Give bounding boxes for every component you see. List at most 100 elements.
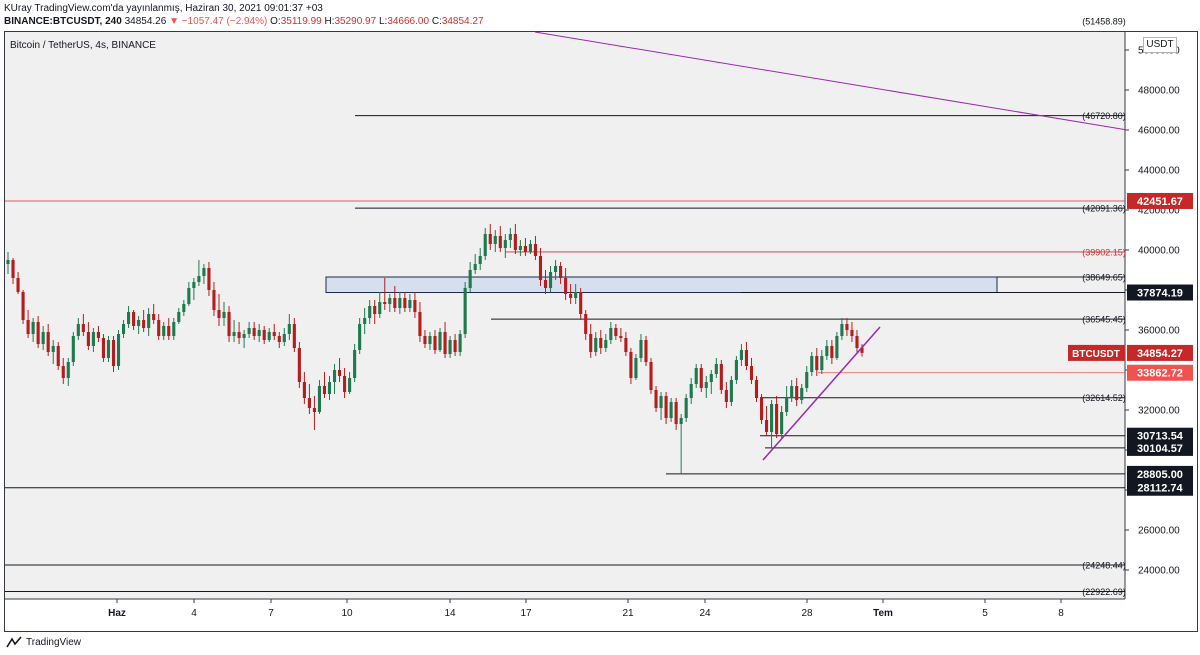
- price-badge-label: 42451.67: [1137, 196, 1183, 208]
- price-change: ▼ −1057.47 (−2.94%): [169, 16, 268, 27]
- y-tick-label: 26000.00: [1138, 526, 1180, 537]
- open-value: 35119.99: [280, 16, 322, 27]
- candle-body: [709, 374, 713, 382]
- price-badge: [1127, 427, 1193, 444]
- candle-body: [830, 346, 834, 358]
- candle-body: [764, 420, 769, 432]
- candle-body: [704, 382, 708, 388]
- candle-body: [378, 302, 382, 314]
- level-label: (32614.52): [1082, 393, 1126, 403]
- y-tick-label: 24000.00: [1138, 566, 1180, 577]
- level-label: (42091.36): [1082, 204, 1126, 214]
- candle-body: [820, 356, 824, 370]
- candle-body: [403, 298, 407, 308]
- candle-body: [6, 260, 10, 264]
- candle-body: [282, 334, 286, 342]
- candle-body: [458, 334, 462, 352]
- candle-body: [292, 324, 296, 348]
- low-value: 34666.00: [387, 16, 430, 27]
- y-tick-label: 42000.00: [1138, 206, 1180, 217]
- plot-area: [5, 32, 1125, 599]
- price-badge: [1127, 344, 1193, 361]
- supply-zone: [325, 276, 998, 294]
- price-badge: [1127, 479, 1193, 496]
- candle-body: [162, 326, 166, 336]
- candle-body: [31, 322, 35, 334]
- candle-body: [614, 328, 618, 336]
- candle-body: [46, 332, 50, 352]
- candle-body: [559, 266, 563, 278]
- price-badge-label: 28112.74: [1137, 483, 1183, 495]
- candle-body: [498, 236, 502, 248]
- candle-body: [855, 336, 859, 348]
- candle-body: [473, 264, 477, 270]
- candle-body: [96, 332, 100, 338]
- candle-body: [699, 368, 703, 388]
- candle-body: [634, 358, 638, 378]
- candle-body: [840, 324, 844, 336]
- candle-body: [232, 332, 236, 336]
- candle-body: [654, 390, 658, 408]
- candle-body: [157, 320, 161, 336]
- candle-body: [287, 324, 291, 334]
- time-axis-panel: [5, 599, 1197, 631]
- x-tick-label: 5: [982, 608, 988, 619]
- candle-body: [669, 402, 673, 418]
- candle-body: [408, 300, 412, 308]
- price-badge-label: 30104.57: [1137, 443, 1183, 455]
- price-axis-panel: [1125, 32, 1197, 599]
- footer-brand: TradingView: [26, 636, 82, 648]
- x-tick-label: 10: [341, 608, 353, 619]
- candle-body: [805, 372, 809, 388]
- candle-body: [61, 366, 65, 378]
- candle-body: [729, 380, 733, 402]
- candle-body: [217, 310, 221, 318]
- candle-body: [443, 332, 447, 354]
- candle-body: [734, 360, 738, 380]
- price-badge-label: 30713.54: [1137, 431, 1184, 443]
- candle-body: [202, 268, 206, 276]
- price-badge-label: 37874.19: [1137, 288, 1183, 300]
- price-badge: [1127, 439, 1193, 456]
- candle-body: [589, 334, 593, 352]
- y-tick-label: 48000.00: [1138, 86, 1180, 97]
- candle-body: [468, 270, 472, 288]
- publish-info: KUray TradingView.com'da yayınlanmış, Ha…: [4, 3, 323, 14]
- open-label: O:: [270, 16, 281, 27]
- x-tick-label: 8: [1058, 608, 1064, 619]
- candle-body: [533, 244, 538, 256]
- candle-body: [543, 280, 548, 288]
- candle-body: [810, 356, 814, 372]
- candle-body: [167, 326, 171, 336]
- candle-body: [569, 294, 573, 298]
- candle-body: [463, 288, 467, 334]
- candle-body: [272, 332, 276, 336]
- candle-body: [689, 384, 693, 398]
- candle-body: [845, 324, 849, 330]
- currency-button[interactable]: USDT: [1143, 37, 1177, 53]
- candle-body: [448, 340, 452, 354]
- candle-body: [800, 388, 804, 400]
- symbol-label: BINANCE:BTCUSDT, 240: [4, 16, 122, 27]
- candle-body: [739, 350, 743, 360]
- candle-body: [363, 318, 367, 324]
- high-label: H:: [324, 16, 335, 27]
- candle-body: [423, 336, 427, 344]
- candle-body: [11, 260, 15, 278]
- price-badge-label: 28805.00: [1137, 469, 1183, 481]
- candle-body: [368, 306, 372, 318]
- candle-body: [488, 234, 492, 244]
- candle-body: [619, 336, 623, 338]
- candle-body: [815, 356, 819, 370]
- candle-body: [91, 332, 95, 346]
- candle-body: [775, 404, 779, 434]
- candle-body: [684, 398, 688, 418]
- candle-body: [418, 312, 422, 336]
- candle-body: [142, 320, 146, 328]
- price-badge: [1127, 465, 1193, 482]
- chart-title: Bitcoin / TetherUS, 4s, BINANCE: [10, 40, 156, 51]
- candle-body: [438, 332, 442, 350]
- candle-body: [714, 364, 718, 374]
- symbol-ohlc-line: BINANCE:BTCUSDT, 240 34854.26 ▼ −1057.47…: [4, 16, 484, 28]
